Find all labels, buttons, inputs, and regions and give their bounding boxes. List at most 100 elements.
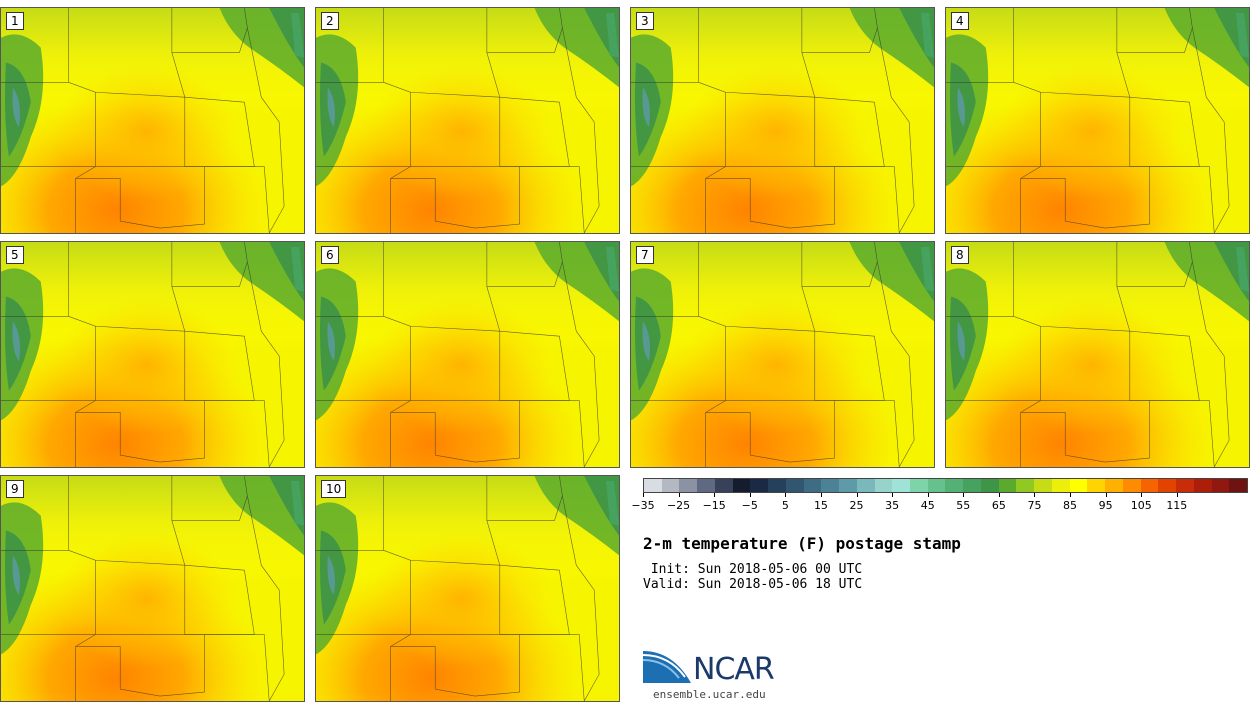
ncar-logo-text: NCAR xyxy=(693,652,775,687)
colorbar-tick-label: 65 xyxy=(991,499,1006,512)
ensemble-member-map[interactable]: 8 xyxy=(945,241,1250,468)
colorbar-tick-label: −25 xyxy=(666,499,691,512)
member-number-label: 7 xyxy=(636,246,654,264)
colorbar-tick-label: 115 xyxy=(1166,499,1188,512)
temperature-field-map xyxy=(1,242,304,467)
temperature-colorbar xyxy=(643,478,1248,493)
colorbar-segment xyxy=(927,479,946,492)
colorbar-segment xyxy=(732,479,751,492)
colorbar-segment xyxy=(1158,479,1177,492)
colorbar-segment xyxy=(945,479,964,492)
ensemble-member-map[interactable]: 9 xyxy=(0,475,305,702)
temperature-field-map xyxy=(631,242,934,467)
colorbar-tick xyxy=(643,493,644,497)
colorbar-tick-label: 75 xyxy=(1027,499,1042,512)
temperature-field-map xyxy=(316,476,619,701)
colorbar-segment xyxy=(644,479,662,492)
ncar-logo-icon xyxy=(643,651,691,683)
colorbar-segment xyxy=(768,479,786,492)
colorbar-segment xyxy=(697,479,715,492)
temperature-field-map xyxy=(946,8,1249,233)
ensemble-member-map[interactable]: 7 xyxy=(630,241,935,468)
colorbar-segment xyxy=(1069,479,1088,492)
colorbar-tick-label: 25 xyxy=(849,499,864,512)
ensemble-member-map[interactable]: 1 xyxy=(0,7,305,234)
colorbar-segment xyxy=(1122,479,1141,492)
colorbar-tick xyxy=(1176,493,1178,497)
colorbar-segment xyxy=(1034,479,1052,492)
member-number-label: 5 xyxy=(6,246,24,264)
member-number-label: 2 xyxy=(321,12,339,30)
ensemble-member-map[interactable]: 5 xyxy=(0,241,305,468)
colorbar-segment xyxy=(803,479,822,492)
colorbar-segment xyxy=(1193,479,1212,492)
colorbar-tick xyxy=(785,493,787,497)
member-number-label: 1 xyxy=(6,12,24,30)
colorbar-tick xyxy=(927,493,929,497)
temperature-field-map xyxy=(1,8,304,233)
member-number-label: 10 xyxy=(321,480,347,498)
colorbar-segment xyxy=(892,479,911,492)
colorbar-segment xyxy=(1016,479,1035,492)
colorbar-segment xyxy=(679,479,698,492)
colorbar-tick xyxy=(1034,493,1036,497)
ensemble-member-map[interactable]: 6 xyxy=(315,241,620,468)
temperature-field-map xyxy=(316,242,619,467)
colorbar-tick-label: −5 xyxy=(741,499,758,512)
colorbar-tick xyxy=(963,493,965,497)
colorbar-segment xyxy=(998,479,1017,492)
colorbar-tick-label: 35 xyxy=(885,499,900,512)
colorbar-segment xyxy=(1229,479,1247,492)
colorbar-tick-label: 85 xyxy=(1063,499,1078,512)
member-number-label: 3 xyxy=(636,12,654,30)
colorbar-tick xyxy=(820,493,822,497)
colorbar-segment xyxy=(910,479,928,492)
colorbar-segment xyxy=(821,479,840,492)
colorbar-tick xyxy=(1070,493,1072,497)
colorbar-tick xyxy=(1105,493,1107,497)
init-time: Init: Sun 2018-05-06 00 UTC xyxy=(643,562,863,577)
colorbar-tick-label: −15 xyxy=(702,499,726,512)
ensemble-url: ensemble.ucar.edu xyxy=(653,688,766,701)
temperature-field-map xyxy=(316,8,619,233)
member-number-label: 8 xyxy=(951,246,969,264)
colorbar-segment xyxy=(785,479,804,492)
colorbar-tick xyxy=(678,493,680,497)
colorbar-segment xyxy=(750,479,769,492)
colorbar-segment xyxy=(1176,479,1194,492)
member-number-label: 9 xyxy=(6,480,24,498)
colorbar-segment xyxy=(1051,479,1070,492)
colorbar-tick-label: −35 xyxy=(631,499,655,512)
temperature-field-map xyxy=(1,476,304,701)
ensemble-member-map[interactable]: 2 xyxy=(315,7,620,234)
temperature-field-map xyxy=(946,242,1249,467)
valid-time: Valid: Sun 2018-05-06 18 UTC xyxy=(643,577,863,592)
colorbar-segment xyxy=(661,479,680,492)
colorbar-tick xyxy=(856,493,858,497)
colorbar-segment xyxy=(856,479,875,492)
colorbar-segment xyxy=(980,479,999,492)
temperature-field-map xyxy=(631,8,934,233)
colorbar-tick xyxy=(1141,493,1143,497)
colorbar-segment xyxy=(839,479,857,492)
colorbar-segment xyxy=(874,479,893,492)
colorbar-segment xyxy=(714,479,733,492)
colorbar-tick xyxy=(892,493,894,497)
colorbar-tick xyxy=(749,493,751,497)
colorbar-tick xyxy=(998,493,1000,497)
colorbar-tick-label: 95 xyxy=(1098,499,1113,512)
colorbar-tick-labels: −35 −25 −15 −5 5 15 25 35 45 55 65 75 85 95 105 115 xyxy=(631,493,1248,515)
colorbar-segment xyxy=(1211,479,1230,492)
colorbar-segment xyxy=(1087,479,1106,492)
ensemble-member-map[interactable]: 10 xyxy=(315,475,620,702)
ensemble-member-map[interactable]: 4 xyxy=(945,7,1250,234)
colorbar-segment xyxy=(1105,479,1123,492)
member-number-label: 6 xyxy=(321,246,339,264)
colorbar-segment xyxy=(1140,479,1159,492)
colorbar-tick-label: 45 xyxy=(920,499,935,512)
member-number-label: 4 xyxy=(951,12,969,30)
colorbar-segment xyxy=(963,479,981,492)
colorbar-tick-label: 55 xyxy=(956,499,971,512)
plot-title: 2-m temperature (F) postage stamp xyxy=(643,534,961,553)
ensemble-member-map[interactable]: 3 xyxy=(630,7,935,234)
